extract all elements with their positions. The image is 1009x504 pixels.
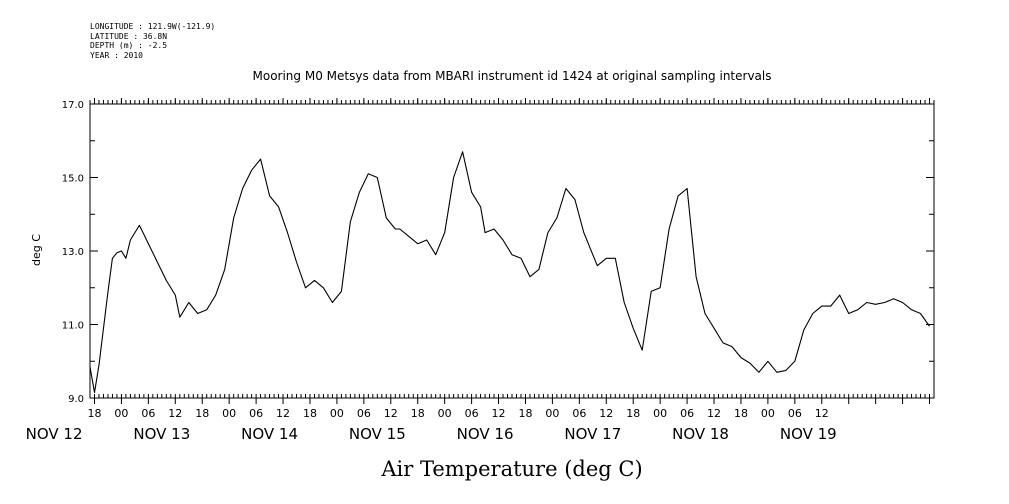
meta-latitude: LATITUDE : 36.8N [90, 31, 168, 41]
x-day-label: NOV 16 [457, 425, 514, 443]
x-hour-label: 00 [761, 407, 775, 420]
x-hour-label: 18 [303, 407, 317, 420]
x-day-label: NOV 18 [672, 425, 729, 443]
x-hour-label: 18 [626, 407, 640, 420]
x-hour-label: 12 [276, 407, 290, 420]
x-hour-label: 00 [114, 407, 128, 420]
x-hour-label: 00 [438, 407, 452, 420]
x-axis-label: Air Temperature (deg C) [380, 457, 642, 481]
x-hour-label: 06 [141, 407, 155, 420]
x-hour-label: 12 [599, 407, 613, 420]
meta-depth: DEPTH (m) : -2.5 [90, 41, 168, 50]
y-tick-label: 11.0 [62, 321, 84, 332]
x-hour-label: 18 [87, 407, 101, 420]
chart-title: Mooring M0 Metsys data from MBARI instru… [253, 69, 772, 83]
y-tick-label: 9.0 [68, 394, 84, 405]
x-hour-label: 00 [222, 407, 236, 420]
station-metadata: LONGITUDE : 121.9W(-121.9) LATITUDE : 36… [90, 22, 215, 60]
x-hour-label: 06 [680, 407, 694, 420]
meta-year: YEAR : 2010 [90, 50, 143, 60]
plot-frame [89, 103, 935, 399]
x-hour-label: 06 [788, 407, 802, 420]
x-hour-label: 12 [384, 407, 398, 420]
x-hour-label: 18 [195, 407, 209, 420]
x-hour-label: 12 [492, 407, 506, 420]
x-day-label: NOV 13 [133, 425, 190, 443]
x-hour-label: 00 [653, 407, 667, 420]
y-axis-label: deg C [30, 234, 43, 266]
x-hour-label: 12 [707, 407, 721, 420]
x-day-label: NOV 14 [241, 425, 298, 443]
y-tick-label: 17.0 [62, 100, 84, 111]
x-hour-label: 12 [815, 407, 829, 420]
series-line [89, 151, 930, 394]
x-hour-label: 06 [249, 407, 263, 420]
y-tick-label: 13.0 [62, 247, 84, 258]
x-hour-label: 18 [518, 407, 532, 420]
series-layer [89, 151, 930, 394]
x-hour-label: 00 [330, 407, 344, 420]
x-day-label: NOV 17 [564, 425, 621, 443]
x-hour-label: 18 [411, 407, 425, 420]
y-tick-label: 15.0 [62, 174, 84, 185]
x-day-label: NOV 12 [26, 425, 83, 443]
x-hour-label: 00 [545, 407, 559, 420]
axes: 9.0 11.0 13.0 15.0 17.0 18 00 06 12 18 00 06 12 18 00 0… [26, 98, 935, 443]
x-hour-label: 06 [357, 407, 371, 420]
x-hour-label: 12 [168, 407, 182, 420]
x-day-label: NOV 15 [349, 425, 406, 443]
x-hour-label: 06 [465, 407, 479, 420]
x-day-label: NOV 19 [780, 425, 837, 443]
x-hour-label: 18 [734, 407, 748, 420]
meta-longitude: LONGITUDE : 121.9W(-121.9) [90, 22, 216, 31]
x-hour-label: 06 [572, 407, 586, 420]
